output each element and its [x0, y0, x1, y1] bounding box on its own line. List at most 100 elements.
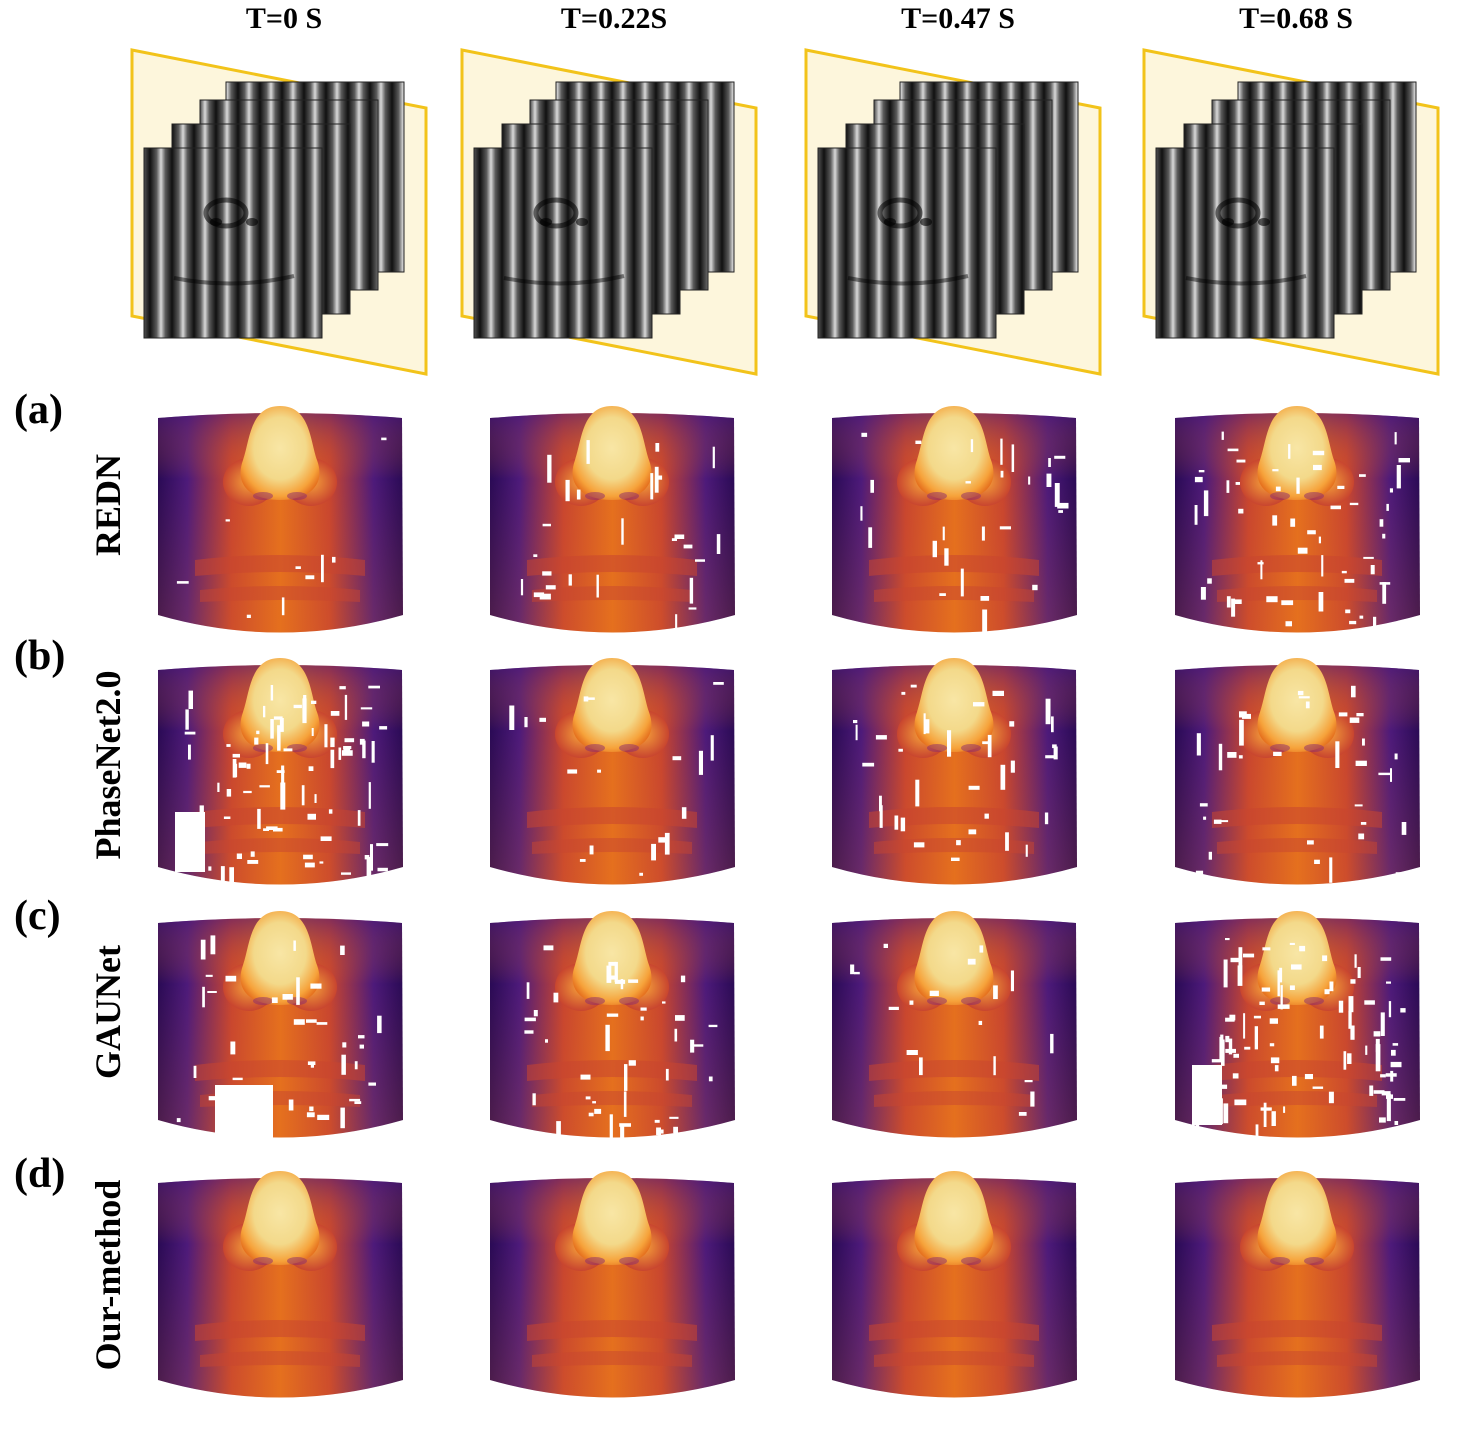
depth-shading	[158, 665, 403, 885]
reconstruction-artifacts	[853, 684, 1058, 861]
lower-lip	[874, 1351, 1034, 1367]
recon-gaunet-t4	[1175, 911, 1420, 1150]
nose-tip	[1257, 658, 1337, 752]
nostril-left	[585, 1257, 605, 1265]
nose-shadow	[877, 197, 923, 229]
nostril-right	[1258, 218, 1270, 226]
upper-lip	[1212, 1320, 1382, 1341]
lower-lip	[874, 1091, 1034, 1107]
depth-shading	[832, 1178, 1077, 1398]
upper-lip	[1212, 1060, 1382, 1081]
lip-line	[847, 274, 969, 286]
depth-shading	[832, 413, 1077, 633]
nose-tip	[572, 658, 652, 752]
nose-tip	[914, 911, 994, 1005]
nostril-left	[1270, 1257, 1290, 1265]
depth-shading	[832, 918, 1077, 1138]
lower-lip	[874, 586, 1034, 602]
upper-lip	[195, 807, 365, 828]
fringe-stack-col-4	[1142, 48, 1440, 376]
depth-shading	[1175, 413, 1420, 633]
nostril-right	[287, 1257, 307, 1265]
time-label-col-4: T=0.68 S	[1239, 2, 1353, 35]
lower-lip	[1217, 838, 1377, 854]
row-letter-c: (c)	[14, 893, 61, 939]
upper-lip	[869, 555, 1039, 576]
nostril-left	[253, 492, 273, 500]
nostril-right	[619, 492, 639, 500]
upper-lip	[195, 1060, 365, 1081]
depth-shading	[490, 1178, 735, 1398]
nostril-right	[619, 997, 639, 1005]
nostril-left	[1222, 218, 1234, 226]
nostril-right	[920, 218, 932, 226]
upper-lip	[527, 807, 697, 828]
lower-lip	[532, 586, 692, 602]
recon-gaunet-t3	[832, 911, 1077, 1138]
row-letter-d: (d)	[14, 1151, 66, 1197]
reconstruction-artifacts	[860, 432, 1069, 636]
reconstruction-artifacts	[176, 437, 387, 618]
recon-our-method-t2	[490, 1171, 735, 1398]
nose-tip	[1257, 911, 1337, 1005]
nostril-right	[961, 492, 981, 500]
nostril-right	[576, 218, 588, 226]
lower-lip	[1217, 586, 1377, 602]
fringe-stack-col-1	[130, 48, 428, 376]
reconstruction-artifacts	[1192, 938, 1406, 1150]
reconstruction-artifacts	[175, 685, 389, 894]
recon-phasenet-t3	[832, 658, 1077, 885]
upper-lip	[527, 555, 697, 576]
nostril-right	[961, 744, 981, 752]
fringe-stack-col-3	[804, 48, 1102, 376]
lower-lip	[874, 838, 1034, 854]
nostril-right	[1304, 1257, 1324, 1265]
fringe-stack-col-2	[460, 48, 758, 376]
row-letter-a: (a)	[14, 387, 63, 433]
upper-lip	[869, 1060, 1039, 1081]
reconstruction-artifacts	[509, 682, 724, 876]
reconstruction-artifacts	[1194, 431, 1410, 630]
time-label-col-3: T=0.47 S	[901, 2, 1015, 35]
reconstruction-artifacts	[524, 945, 718, 1142]
depth-shading	[158, 1178, 403, 1398]
recon-phasenet-t4	[1175, 658, 1420, 885]
row-letter-b: (b)	[14, 633, 66, 679]
reconstruction-artifacts	[176, 935, 382, 1147]
nose-tip	[240, 406, 320, 500]
nostril-left	[585, 997, 605, 1005]
lower-lip	[200, 838, 360, 854]
lip-line	[503, 274, 625, 286]
recon-gaunet-t1	[158, 911, 403, 1147]
recon-redn-t3	[832, 406, 1077, 636]
nose-shadow	[533, 197, 579, 229]
fringe-frame-4	[1155, 147, 1335, 339]
nostril-left	[585, 744, 605, 752]
recon-phasenet-t1	[158, 658, 403, 894]
nostril-left	[253, 997, 273, 1005]
nostril-right	[1304, 492, 1324, 500]
nose-tip	[1257, 406, 1337, 500]
nose-tip	[240, 658, 320, 752]
recon-phasenet-t2	[490, 658, 735, 885]
nostril-left	[253, 1257, 273, 1265]
recon-our-method-t4	[1175, 1171, 1420, 1398]
nostril-left	[253, 744, 273, 752]
nostril-left	[927, 997, 947, 1005]
nose-shadow	[1215, 197, 1261, 229]
nostril-right	[1304, 744, 1324, 752]
nose-tip	[1257, 1171, 1337, 1265]
lower-lip	[1217, 1091, 1377, 1107]
lower-lip	[1217, 1351, 1377, 1367]
lip-line	[173, 274, 295, 286]
depth-shading	[490, 918, 735, 1138]
fringe-frame-4	[817, 147, 997, 339]
reconstruction-artifacts	[520, 440, 721, 632]
nostril-right	[287, 492, 307, 500]
nostril-right	[961, 997, 981, 1005]
nostril-right	[619, 744, 639, 752]
upper-lip	[195, 1320, 365, 1341]
recon-gaunet-t2	[490, 911, 735, 1142]
nostril-right	[1304, 997, 1324, 1005]
